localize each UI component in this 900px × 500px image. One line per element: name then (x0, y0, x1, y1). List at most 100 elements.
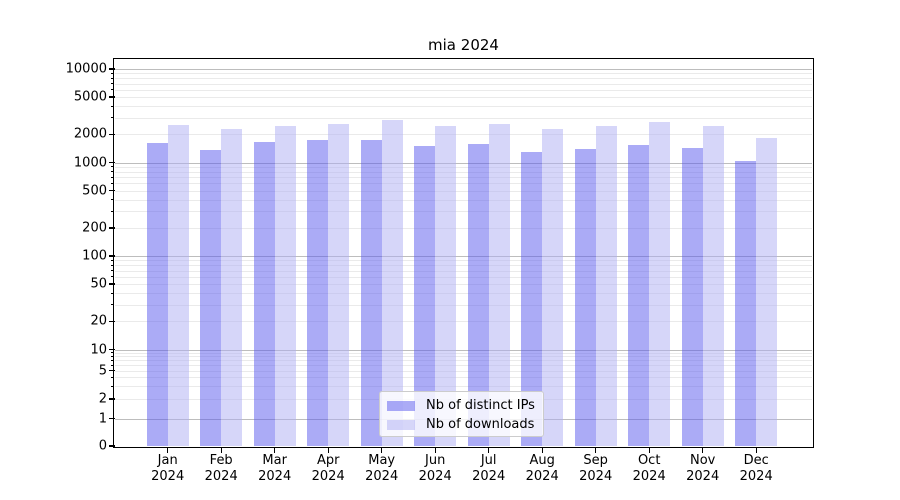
bar-downloads (167, 125, 189, 446)
x-tick-label: May 2024 (365, 452, 399, 484)
y-tick-mark (108, 161, 115, 164)
y-minor-tick-mark (111, 264, 115, 266)
y-minor-tick-mark (111, 105, 115, 107)
gridline-minor (115, 166, 812, 168)
gridline-minor (115, 211, 812, 213)
gridline-minor (115, 386, 812, 388)
legend-item-downloads: Nb of downloads (380, 415, 543, 434)
y-minor-tick-mark (111, 96, 115, 98)
chart-title: mia 2024 (428, 36, 499, 54)
x-tick-label: Jun 2024 (418, 452, 452, 484)
y-minor-tick-mark (111, 259, 115, 261)
bar-distinct-ips (253, 141, 275, 446)
y-tick-label: 100 (82, 248, 107, 264)
gridline-minor (115, 227, 812, 229)
gridline-minor (115, 117, 812, 119)
gridline-minor (115, 270, 812, 272)
y-minor-tick-mark (111, 182, 115, 184)
gridline-minor (115, 106, 812, 108)
gridline-major (115, 256, 812, 257)
bar-downloads (702, 126, 724, 446)
y-minor-tick-mark (111, 89, 115, 91)
y-tick-label: 1 (98, 411, 107, 426)
x-tick-mark (755, 448, 757, 453)
legend: Nb of distinct IPs Nb of downloads (379, 391, 544, 437)
gridline-minor (115, 199, 812, 201)
y-tick-label: 1000 (73, 155, 107, 170)
y-minor-tick-mark (111, 227, 115, 229)
y-minor-tick-mark (111, 304, 115, 306)
bar-distinct-ips (414, 145, 436, 446)
gridline-major (115, 69, 812, 70)
x-tick-mark (274, 448, 276, 453)
bar-distinct-ips (735, 160, 757, 446)
y-minor-tick-mark (111, 292, 115, 294)
gridline-minor (115, 321, 812, 323)
bar-downloads (328, 124, 350, 446)
gridline-minor (115, 284, 812, 286)
gridline-minor (115, 352, 812, 354)
y-tick-mark (108, 68, 115, 70)
bar-downloads (221, 128, 243, 446)
gridline-minor (115, 73, 812, 75)
legend-swatch-distinct-ips (387, 400, 415, 411)
y-minor-tick-mark (111, 276, 115, 278)
y-minor-tick-mark (111, 72, 115, 74)
gridline-minor (115, 97, 812, 99)
x-tick-label: Oct 2024 (632, 452, 666, 484)
x-tick-mark (327, 448, 329, 453)
y-minor-tick-mark (111, 370, 115, 371)
bar-downloads (435, 126, 457, 446)
y-tick-label: 5000 (73, 89, 107, 105)
y-tick-label: 2000 (73, 126, 107, 142)
x-tick-label: Apr 2024 (311, 452, 345, 484)
y-tick-label: 5 (98, 363, 107, 378)
bar-distinct-ips (574, 148, 596, 446)
bar-downloads (595, 125, 617, 446)
y-tick-label: 200 (82, 220, 107, 236)
legend-label-distinct-ips: Nb of distinct IPs (426, 398, 535, 413)
bar-downloads (488, 124, 510, 446)
x-tick-label: Aug 2024 (525, 452, 559, 484)
bar-distinct-ips (146, 143, 168, 446)
y-minor-tick-mark (111, 77, 115, 79)
y-minor-tick-mark (111, 385, 115, 387)
y-minor-tick-mark (111, 355, 115, 357)
y-minor-tick-mark (111, 359, 115, 361)
x-tick-mark (220, 448, 222, 453)
gridline-minor (115, 356, 812, 358)
y-minor-tick-mark (111, 117, 115, 119)
gridline-minor (115, 134, 812, 136)
y-minor-tick-mark (111, 176, 115, 178)
legend-item-distinct-ips: Nb of distinct IPs (380, 396, 543, 415)
gridline-minor (115, 276, 812, 278)
legend-swatch-downloads (387, 419, 415, 430)
gridline-minor (115, 171, 812, 173)
y-tick-label: 0 (98, 438, 107, 454)
gridline-minor (115, 304, 812, 306)
bar-distinct-ips (628, 145, 650, 446)
y-tick-mark (108, 417, 115, 420)
gridline-minor (115, 190, 812, 192)
y-minor-tick-mark (111, 166, 115, 168)
plot-area: Nb of distinct IPs Nb of downloads (115, 60, 812, 446)
x-tick-label: Sep 2024 (579, 452, 613, 484)
x-tick-mark (381, 448, 383, 453)
y-minor-tick-mark (111, 398, 115, 400)
y-minor-tick-mark (111, 190, 115, 192)
y-minor-tick-mark (111, 376, 115, 378)
gridline-minor (115, 265, 812, 267)
y-minor-tick-mark (111, 320, 115, 322)
bar-distinct-ips (307, 140, 329, 446)
bar-downloads (274, 126, 296, 446)
x-tick-mark (648, 448, 650, 453)
y-minor-tick-mark (111, 364, 115, 366)
gridline-minor (115, 183, 812, 185)
x-tick-label: Jul 2024 (472, 452, 506, 484)
x-tick-mark (434, 448, 436, 453)
gridline-minor (115, 78, 812, 80)
gridline-minor (115, 360, 812, 362)
gridline-minor (115, 293, 812, 295)
y-tick-label: 50 (90, 276, 107, 292)
